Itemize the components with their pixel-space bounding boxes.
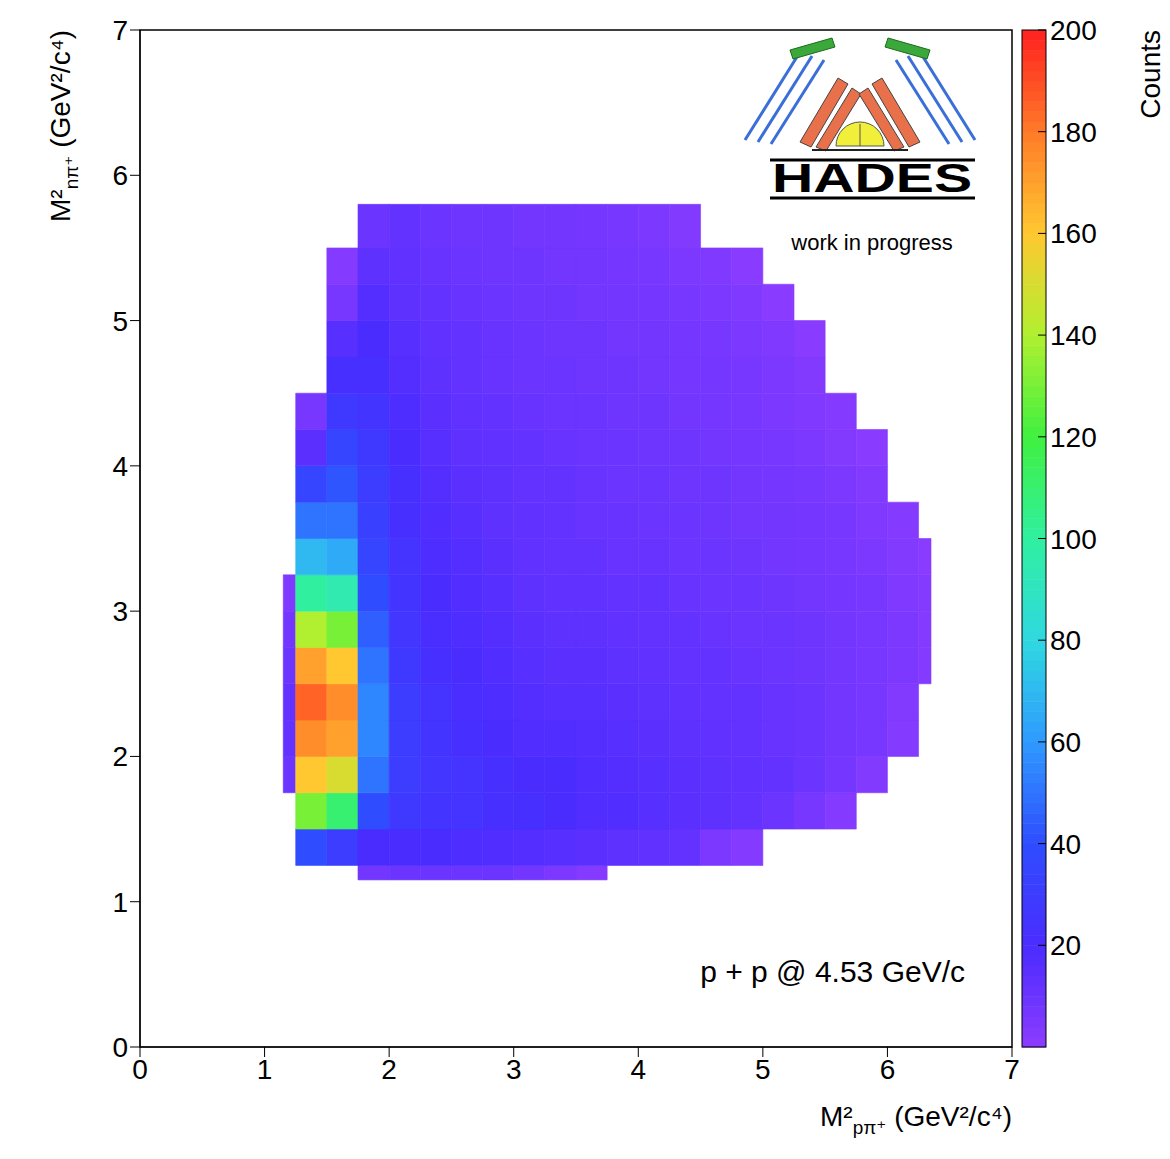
svg-text:20: 20 [1050, 930, 1081, 961]
svg-text:HADES: HADES [772, 156, 972, 200]
svg-text:M²pπ⁺ (GeV²/c⁴): M²pπ⁺ (GeV²/c⁴) [820, 1101, 1012, 1138]
svg-text:1: 1 [112, 887, 128, 918]
svg-text:3: 3 [506, 1054, 522, 1085]
svg-text:4: 4 [112, 451, 128, 482]
svg-text:160: 160 [1050, 218, 1097, 249]
svg-text:work in progress: work in progress [790, 230, 952, 255]
svg-text:7: 7 [1004, 1054, 1020, 1085]
svg-text:180: 180 [1050, 117, 1097, 148]
svg-text:5: 5 [755, 1054, 771, 1085]
svg-text:2: 2 [112, 741, 128, 772]
svg-text:60: 60 [1050, 727, 1081, 758]
svg-text:M²nπ⁺ (GeV²/c⁴): M²nπ⁺ (GeV²/c⁴) [45, 30, 82, 222]
svg-text:4: 4 [630, 1054, 646, 1085]
svg-text:0: 0 [112, 1032, 128, 1063]
svg-text:40: 40 [1050, 829, 1081, 860]
svg-text:120: 120 [1050, 422, 1097, 453]
svg-text:100: 100 [1050, 524, 1097, 555]
svg-text:2: 2 [381, 1054, 397, 1085]
svg-text:80: 80 [1050, 625, 1081, 656]
svg-text:1: 1 [257, 1054, 273, 1085]
svg-text:6: 6 [880, 1054, 896, 1085]
svg-text:140: 140 [1050, 320, 1097, 351]
svg-text:Counts: Counts [1135, 30, 1166, 119]
svg-text:200: 200 [1050, 15, 1097, 46]
svg-text:7: 7 [112, 15, 128, 46]
svg-text:3: 3 [112, 596, 128, 627]
svg-text:p + p @ 4.53 GeV/c: p + p @ 4.53 GeV/c [700, 955, 965, 988]
svg-text:5: 5 [112, 306, 128, 337]
svg-text:6: 6 [112, 160, 128, 191]
svg-text:0: 0 [132, 1054, 148, 1085]
